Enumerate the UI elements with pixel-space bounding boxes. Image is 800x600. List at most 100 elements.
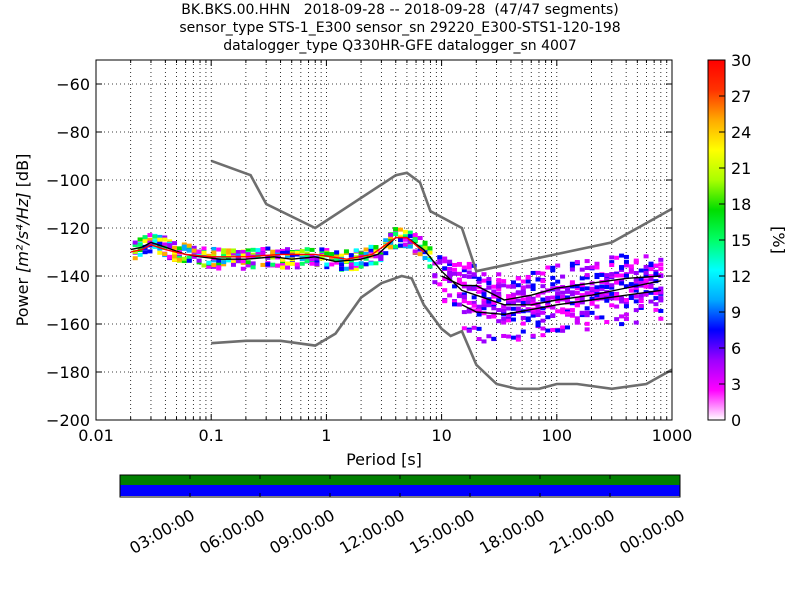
heatmap-cell	[609, 283, 615, 288]
timeline-tick-label: 03:00:00	[126, 505, 198, 557]
heatmap-cell	[157, 246, 163, 251]
heatmap-cell	[589, 300, 595, 305]
heatmap-cell	[530, 270, 536, 275]
heatmap-cell	[515, 283, 521, 288]
colorbar-tick-label: 9	[731, 303, 741, 322]
heatmap-cell	[275, 263, 281, 268]
heatmap-cell	[466, 300, 472, 305]
heatmap-cell	[486, 285, 492, 290]
heatmap-cell	[535, 270, 541, 275]
heatmap-cell	[339, 260, 345, 265]
heatmap-cell	[599, 284, 605, 289]
heatmap-cell	[560, 325, 566, 330]
heatmap-cell	[628, 295, 634, 300]
title-line-2: sensor_type STS-1_E300 sensor_sn 29220_E…	[179, 20, 621, 36]
heatmap-cell	[191, 254, 197, 259]
heatmap-cell	[648, 263, 654, 268]
heatmap-cell	[540, 306, 546, 311]
heatmap-cell	[221, 262, 227, 267]
heatmap-cell	[530, 310, 536, 315]
heatmap-cell	[540, 310, 546, 315]
timeline-tick-label: 21:00:00	[546, 505, 618, 557]
heatmap-cell	[368, 244, 374, 249]
timeline-tick-label: 15:00:00	[406, 505, 478, 557]
heatmap-cell	[422, 245, 428, 250]
heatmap-cell	[604, 281, 610, 286]
heatmap-cell	[181, 242, 187, 247]
heatmap-cell	[584, 313, 590, 318]
heatmap-cell	[515, 306, 521, 311]
data-availability-timeline: 03:00:0006:00:0009:00:0012:00:0015:00:00…	[119, 474, 688, 558]
heatmap-cell	[584, 291, 590, 296]
heatmap-cell	[609, 303, 615, 308]
heatmap-cell	[614, 304, 620, 309]
heatmap-cell	[412, 233, 418, 238]
heatmap-cell	[574, 260, 580, 265]
heatmap-cell	[152, 234, 158, 239]
heatmap-cell	[481, 306, 487, 311]
heatmap-cell	[530, 287, 536, 292]
heatmap-cell	[609, 263, 615, 268]
heatmap-cell	[579, 285, 585, 290]
heatmap-cell	[623, 297, 629, 302]
heatmap-cell	[201, 246, 207, 251]
heatmap-cell	[476, 312, 482, 317]
heatmap-cell	[452, 262, 458, 267]
heatmap-cell	[250, 247, 256, 252]
heatmap-cell	[481, 303, 487, 308]
heatmap-cell	[452, 284, 458, 289]
heatmap-cell	[604, 293, 610, 298]
heatmap-cell	[565, 295, 571, 300]
heatmap-cell	[250, 265, 256, 270]
heatmap-cell	[633, 260, 639, 265]
heatmap-cell	[510, 306, 516, 311]
heatmap-cell	[540, 297, 546, 302]
heatmap-cell	[623, 263, 629, 268]
heatmap-cell	[447, 261, 453, 266]
heatmap-cell	[496, 278, 502, 283]
heatmap-cell	[245, 252, 251, 257]
heatmap-cell	[501, 304, 507, 309]
y-tick-label: −160	[46, 315, 90, 334]
heatmap-cell	[280, 257, 286, 262]
heatmap-cell	[648, 290, 654, 295]
heatmap-cell	[240, 259, 246, 264]
heatmap-cell	[393, 230, 399, 235]
heatmap-cell	[614, 273, 620, 278]
heatmap-cell	[569, 312, 575, 317]
title-line-1: BK.BKS.00.HHN 2018-09-28 -- 2018-09-28 (…	[181, 2, 619, 18]
heatmap-cell	[579, 276, 585, 281]
heatmap-cell	[206, 253, 212, 258]
heatmap-cell	[486, 281, 492, 286]
heatmap-cell	[628, 282, 634, 287]
heatmap-cell	[147, 237, 153, 242]
heatmap-cell	[540, 326, 546, 331]
heatmap-cell	[427, 248, 433, 253]
heatmap-cell	[515, 290, 521, 295]
heatmap-cell	[226, 258, 232, 263]
heatmap-cell	[491, 289, 497, 294]
heatmap-cell	[638, 299, 644, 304]
heatmap-cell	[427, 246, 433, 251]
heatmap-cell	[520, 297, 526, 302]
heatmap-cell	[481, 293, 487, 298]
heatmap-cell	[235, 259, 241, 264]
heatmap-cell	[633, 299, 639, 304]
heatmap-cell	[461, 292, 467, 297]
heatmap-cell	[162, 242, 168, 247]
heatmap-cell	[201, 263, 207, 268]
heatmap-cell	[132, 243, 138, 248]
heatmap-cell	[653, 263, 659, 268]
heatmap-cell	[560, 294, 566, 299]
heatmap-cell	[550, 268, 556, 273]
heatmap-cell	[334, 250, 340, 255]
heatmap-cell	[658, 257, 664, 262]
heatmap-cell	[579, 311, 585, 316]
heatmap-cell	[579, 293, 585, 298]
heatmap-cell	[181, 259, 187, 264]
heatmap-cell	[417, 252, 423, 257]
heatmap-cell	[447, 274, 453, 279]
x-tick-label: 10	[431, 426, 451, 445]
heatmap-cell	[491, 294, 497, 299]
heatmap-cell	[368, 261, 374, 266]
